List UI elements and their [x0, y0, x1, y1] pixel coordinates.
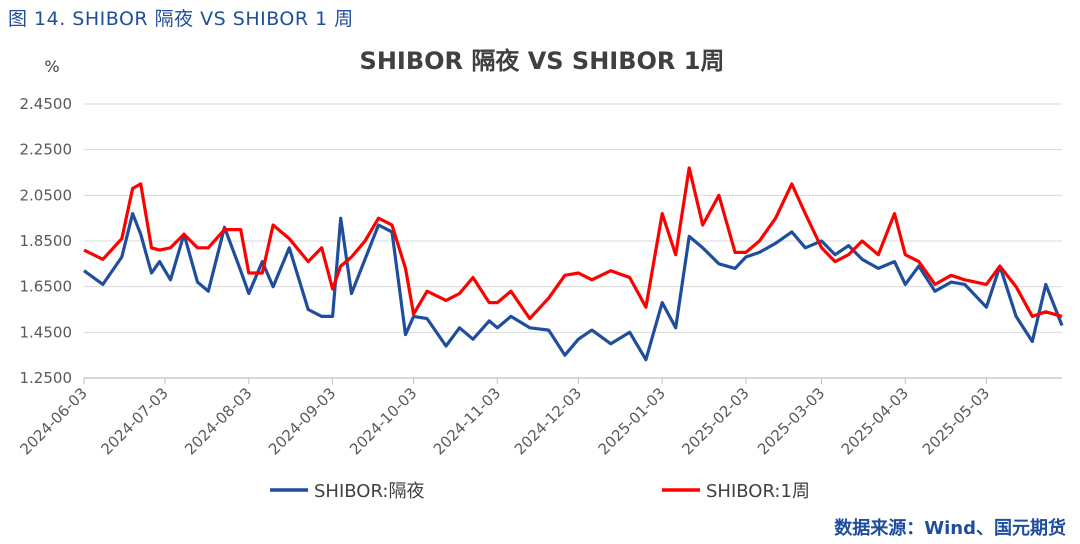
y-axis-unit-label: % [44, 57, 59, 76]
y-tick-label: 2.4500 [20, 95, 73, 113]
x-tick-label: 2025-04-03 [838, 384, 912, 458]
y-tick-label: 1.6500 [20, 278, 73, 296]
x-tick-label: 2024-09-03 [265, 384, 339, 458]
x-axis-ticks: 2024-06-03 2024-07-03 2024-08-03 2024-09-03… [16, 378, 993, 458]
series-line-1week [83, 166, 1063, 321]
x-tick-label: 2025-05-03 [919, 384, 993, 458]
x-tick-label: 2024-08-03 [181, 384, 255, 458]
x-tick-label: 2024-06-03 [16, 384, 90, 458]
series-lines [83, 166, 1064, 362]
series-line-overnight [83, 212, 1064, 362]
x-tick-label: 2024-10-03 [346, 384, 420, 458]
y-tick-label: 1.4500 [20, 323, 73, 341]
chart-title: SHIBOR 隔夜 VS SHIBOR 1周 [360, 47, 725, 75]
y-tick-label: 2.2500 [20, 141, 73, 159]
legend: SHIBOR:隔夜 SHIBOR:1周 [270, 481, 810, 502]
x-tick-label: 2024-12-03 [511, 384, 585, 458]
x-tick-label: 2025-02-03 [678, 384, 752, 458]
x-tick-label: 2025-03-03 [754, 384, 828, 458]
source-note: 数据来源：Wind、国元期货 [834, 518, 1066, 539]
figure-caption: 图 14. SHIBOR 隔夜 VS SHIBOR 1 周 [8, 8, 354, 30]
y-axis-ticks: 2.4500 2.2500 2.0500 1.8500 1.6500 1.4500 1.25… [20, 95, 73, 387]
y-tick-label: 1.8500 [20, 232, 73, 250]
x-tick-label: 2025-01-03 [595, 384, 669, 458]
legend-label: SHIBOR:1周 [706, 481, 810, 502]
y-tick-label: 2.0500 [20, 186, 73, 204]
y-tick-label: 1.2500 [20, 369, 73, 387]
legend-label: SHIBOR:隔夜 [314, 481, 425, 502]
x-tick-label: 2024-11-03 [430, 384, 504, 458]
x-tick-label: 2024-07-03 [97, 384, 171, 458]
gridlines [84, 103, 1062, 379]
